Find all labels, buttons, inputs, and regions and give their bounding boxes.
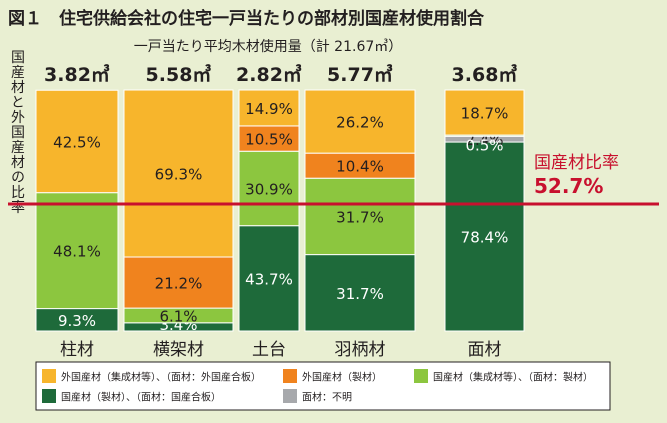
bar-segment [123,256,234,309]
bars: 9.3%48.1%0.0%42.5%3.4%6.1%21.2%69.3%43.7… [35,89,525,334]
bar-value-label: 10.4% [336,158,384,176]
bar-value-label: 0.5% [465,136,503,154]
bar-total-label: 3.82㎥ [44,63,110,86]
bar-total-label: 5.58㎥ [146,63,212,86]
bar-segment [238,225,300,332]
bar-value-label: 31.7% [336,285,384,303]
bar-segment [444,89,525,136]
bar-value-label: 42.5% [53,133,101,151]
bar-segment [35,89,119,194]
bar-value-label: 31.7% [336,208,384,226]
bar-segment [304,152,416,179]
bar-value-label: 18.7% [461,105,509,123]
category-label: 柱材 [60,340,94,360]
bar-value-label: 48.1% [53,243,101,261]
category-label: 面材 [468,340,502,360]
bar-value-label: 10.5% [245,131,293,149]
bar-value-label: 69.3% [155,166,203,184]
legend-box [35,361,611,411]
chart-subtitle: 一戸当たり平均木材使用量（計 21.67㎥） [134,38,403,55]
bar-value-label: 78.4% [461,229,509,247]
legend-label: 国産材（集成材等）、（面材：製材） [433,371,593,384]
bar-segment [304,254,416,332]
legend-swatch [283,369,297,383]
legend-swatch [42,369,56,383]
bar-total-label: 5.77㎥ [327,63,393,86]
y-axis-label: 国産材と外国産材の比率 [9,50,25,215]
bar-segment [123,89,234,258]
bar-value-label: 9.3% [58,312,96,330]
category-label: 横架材 [153,340,204,360]
bar-segment [444,141,525,332]
bar-total-label: 3.68㎥ [452,63,518,86]
legend: 外国産材（集成材等）、（面材：外国産合板） 外国産材（製材） 国産材（集成材等）、（… [35,361,611,411]
bar-segment [304,177,416,256]
category-label: 羽柄材 [335,340,386,360]
bar-segment [238,89,300,127]
y-axis-label-text: 国産材と外国産材の比率 [9,50,25,215]
bar-value-label: 26.2% [336,114,384,132]
legend-label: 外国産材（製材） [302,371,382,384]
bar-value-label: 6.1% [159,307,197,325]
bar-value-label: 30.9% [245,180,293,198]
legend-swatch [283,389,297,403]
bar-value-label: 43.7% [245,270,293,288]
legend-swatch [42,389,56,403]
reference-line-label: 国産材比率 [534,153,619,173]
legend-label: 外国産材（集成材等）、（面材：外国産合板） [61,371,261,384]
legend-swatch [414,369,428,383]
reference-line-value: 52.7% [534,174,603,198]
legend-label: 面材：不明 [302,391,352,404]
bar-segment [304,89,416,154]
chart-title: 図１ 住宅供給会社の住宅一戸当たりの部材別国産材使用割合 [8,8,485,29]
bar-value-label: 14.9% [245,100,293,118]
bar-value-label: 21.2% [155,275,203,293]
category-label: 土台 [252,340,286,360]
bar-segment [35,192,119,310]
legend-label: 国産材（製材）、（面材：国産合板） [61,391,221,404]
bar-total-label: 2.82㎥ [236,63,302,86]
